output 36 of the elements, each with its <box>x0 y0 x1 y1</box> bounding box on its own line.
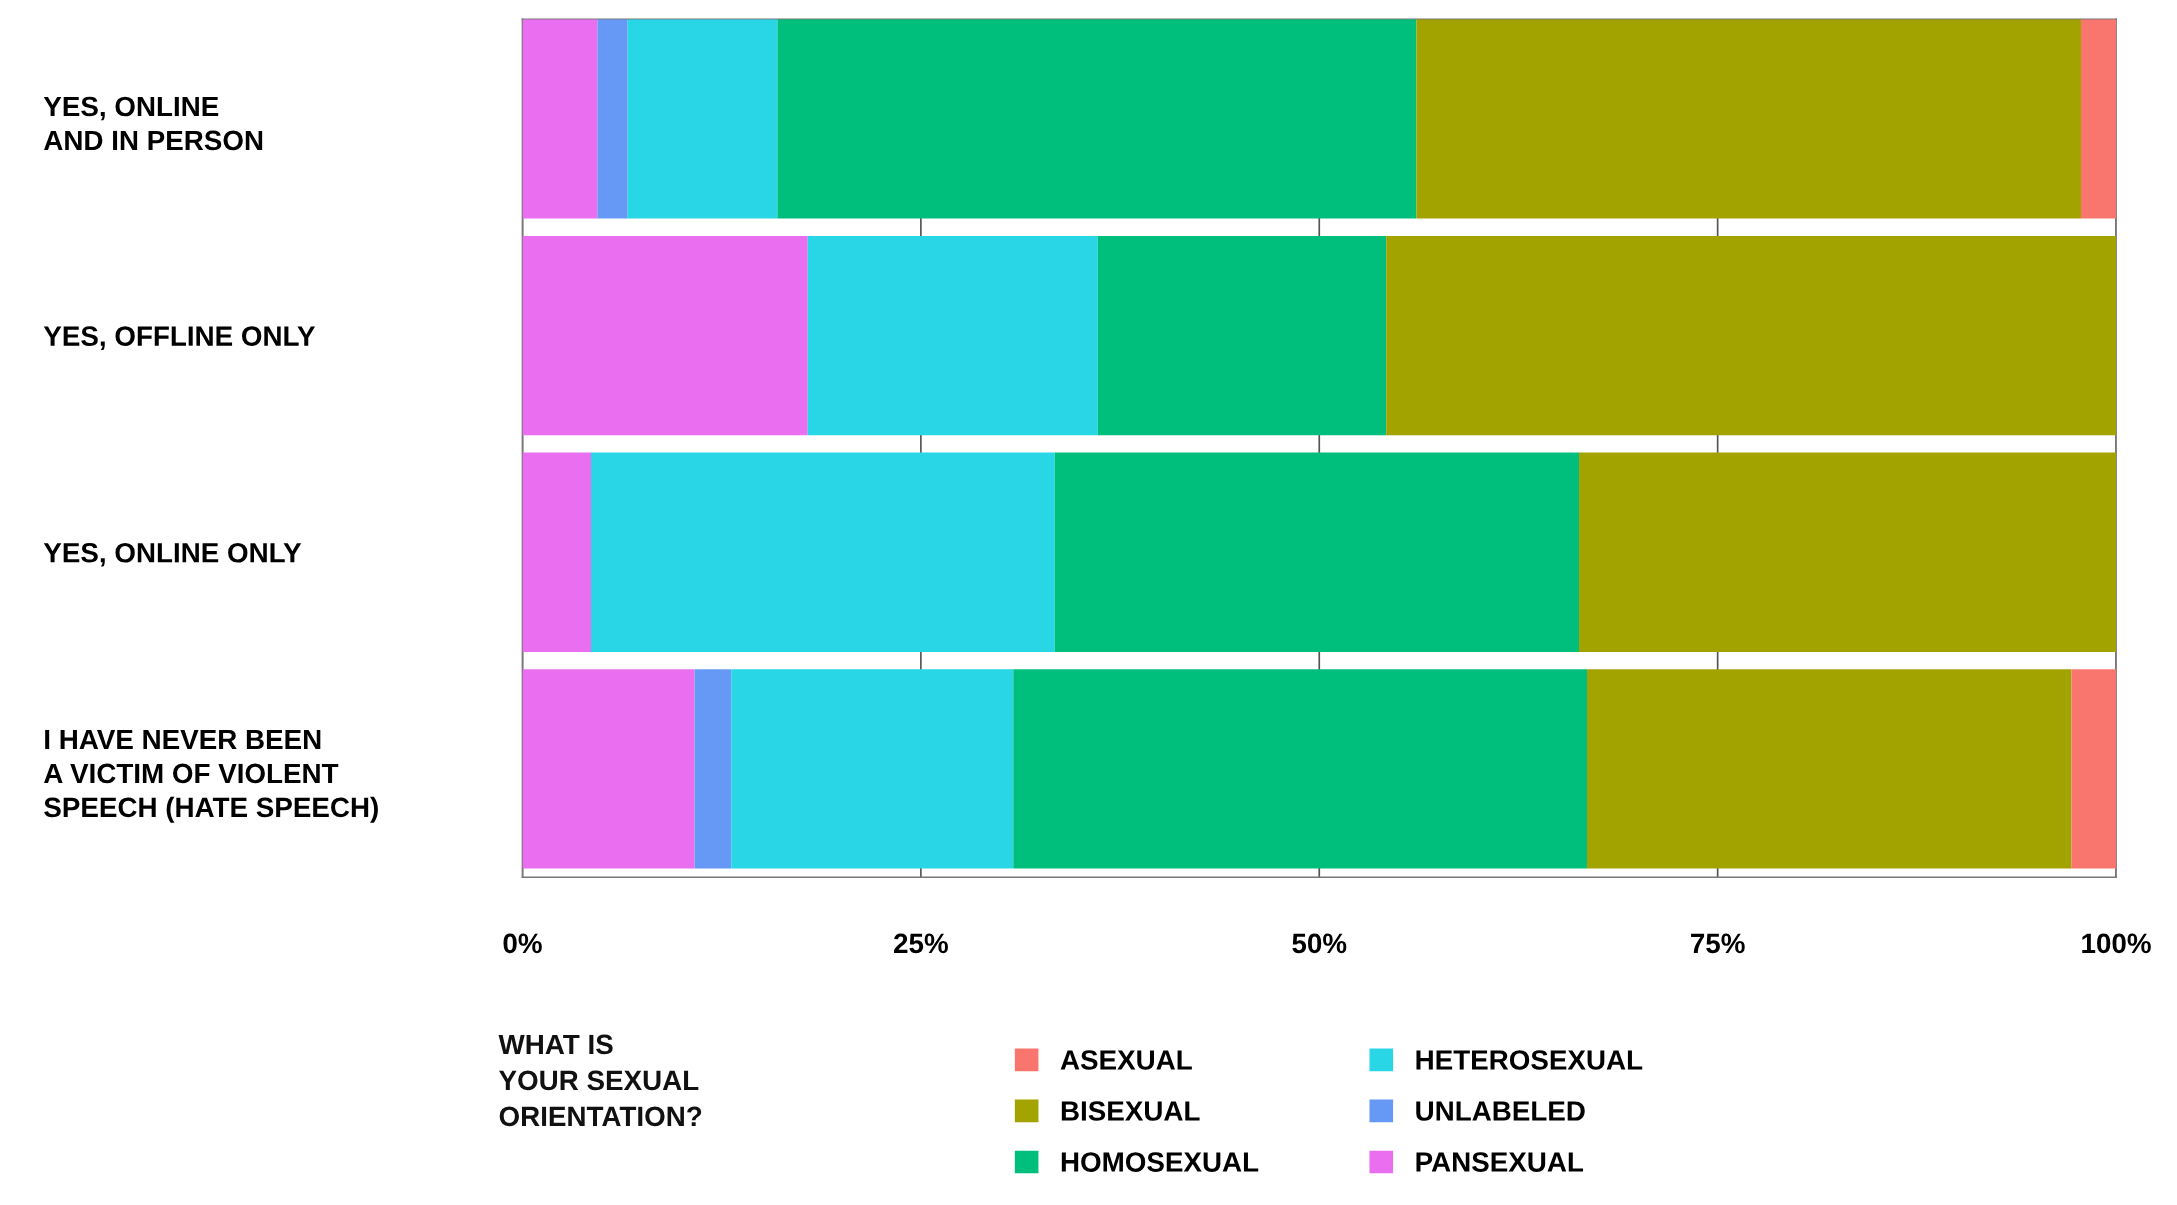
bar <box>1013 669 1587 869</box>
bar <box>1579 452 2117 652</box>
bar <box>522 669 695 869</box>
x-tick-label: 75% <box>1691 933 1745 954</box>
bar <box>2080 19 2117 219</box>
bar <box>522 19 598 219</box>
x-tick-label: 100% <box>2082 933 2151 954</box>
legend-label: UNLABELED <box>1416 1101 1585 1121</box>
bar <box>694 669 732 869</box>
legend-label: BISEXUAL <box>1061 1101 1200 1121</box>
bar <box>597 19 628 219</box>
y-tick-label: YES, ONLINE AND IN PERSON <box>43 96 263 151</box>
legend-label: PANSEXUAL <box>1416 1152 1584 1172</box>
x-tick-label: 0% <box>503 933 542 954</box>
y-tick-label: YES, ONLINE ONLY <box>43 542 302 567</box>
legend-label: HOMOSEXUAL <box>1061 1152 1259 1172</box>
legend-label: HETEROSEXUAL <box>1416 1050 1643 1070</box>
legend-label: ASEXUAL <box>1060 1050 1192 1070</box>
bar <box>731 669 1014 869</box>
bar <box>1054 452 1580 652</box>
bar <box>807 235 1098 436</box>
bar <box>522 452 591 652</box>
bar <box>627 19 778 219</box>
y-tick-label: I HAVE NEVER BEEN A VICTIM OF VIOLENT SPEECH (HATE SPEECH) <box>44 729 378 823</box>
legend-title: WHAT IS YOUR SEXUAL ORIENTATION? <box>498 1034 702 1127</box>
bar <box>1386 235 2117 436</box>
x-tick-label: 50% <box>1292 933 1347 954</box>
x-tick-label: 25% <box>894 933 948 954</box>
bar <box>522 235 808 436</box>
bar <box>777 19 1417 219</box>
bar <box>1416 19 2081 219</box>
y-tick-label: YES, OFFLINE ONLY <box>43 326 316 350</box>
bar <box>591 452 1055 652</box>
bar <box>1586 669 2072 869</box>
bar <box>1097 235 1387 436</box>
bar <box>2071 669 2117 869</box>
